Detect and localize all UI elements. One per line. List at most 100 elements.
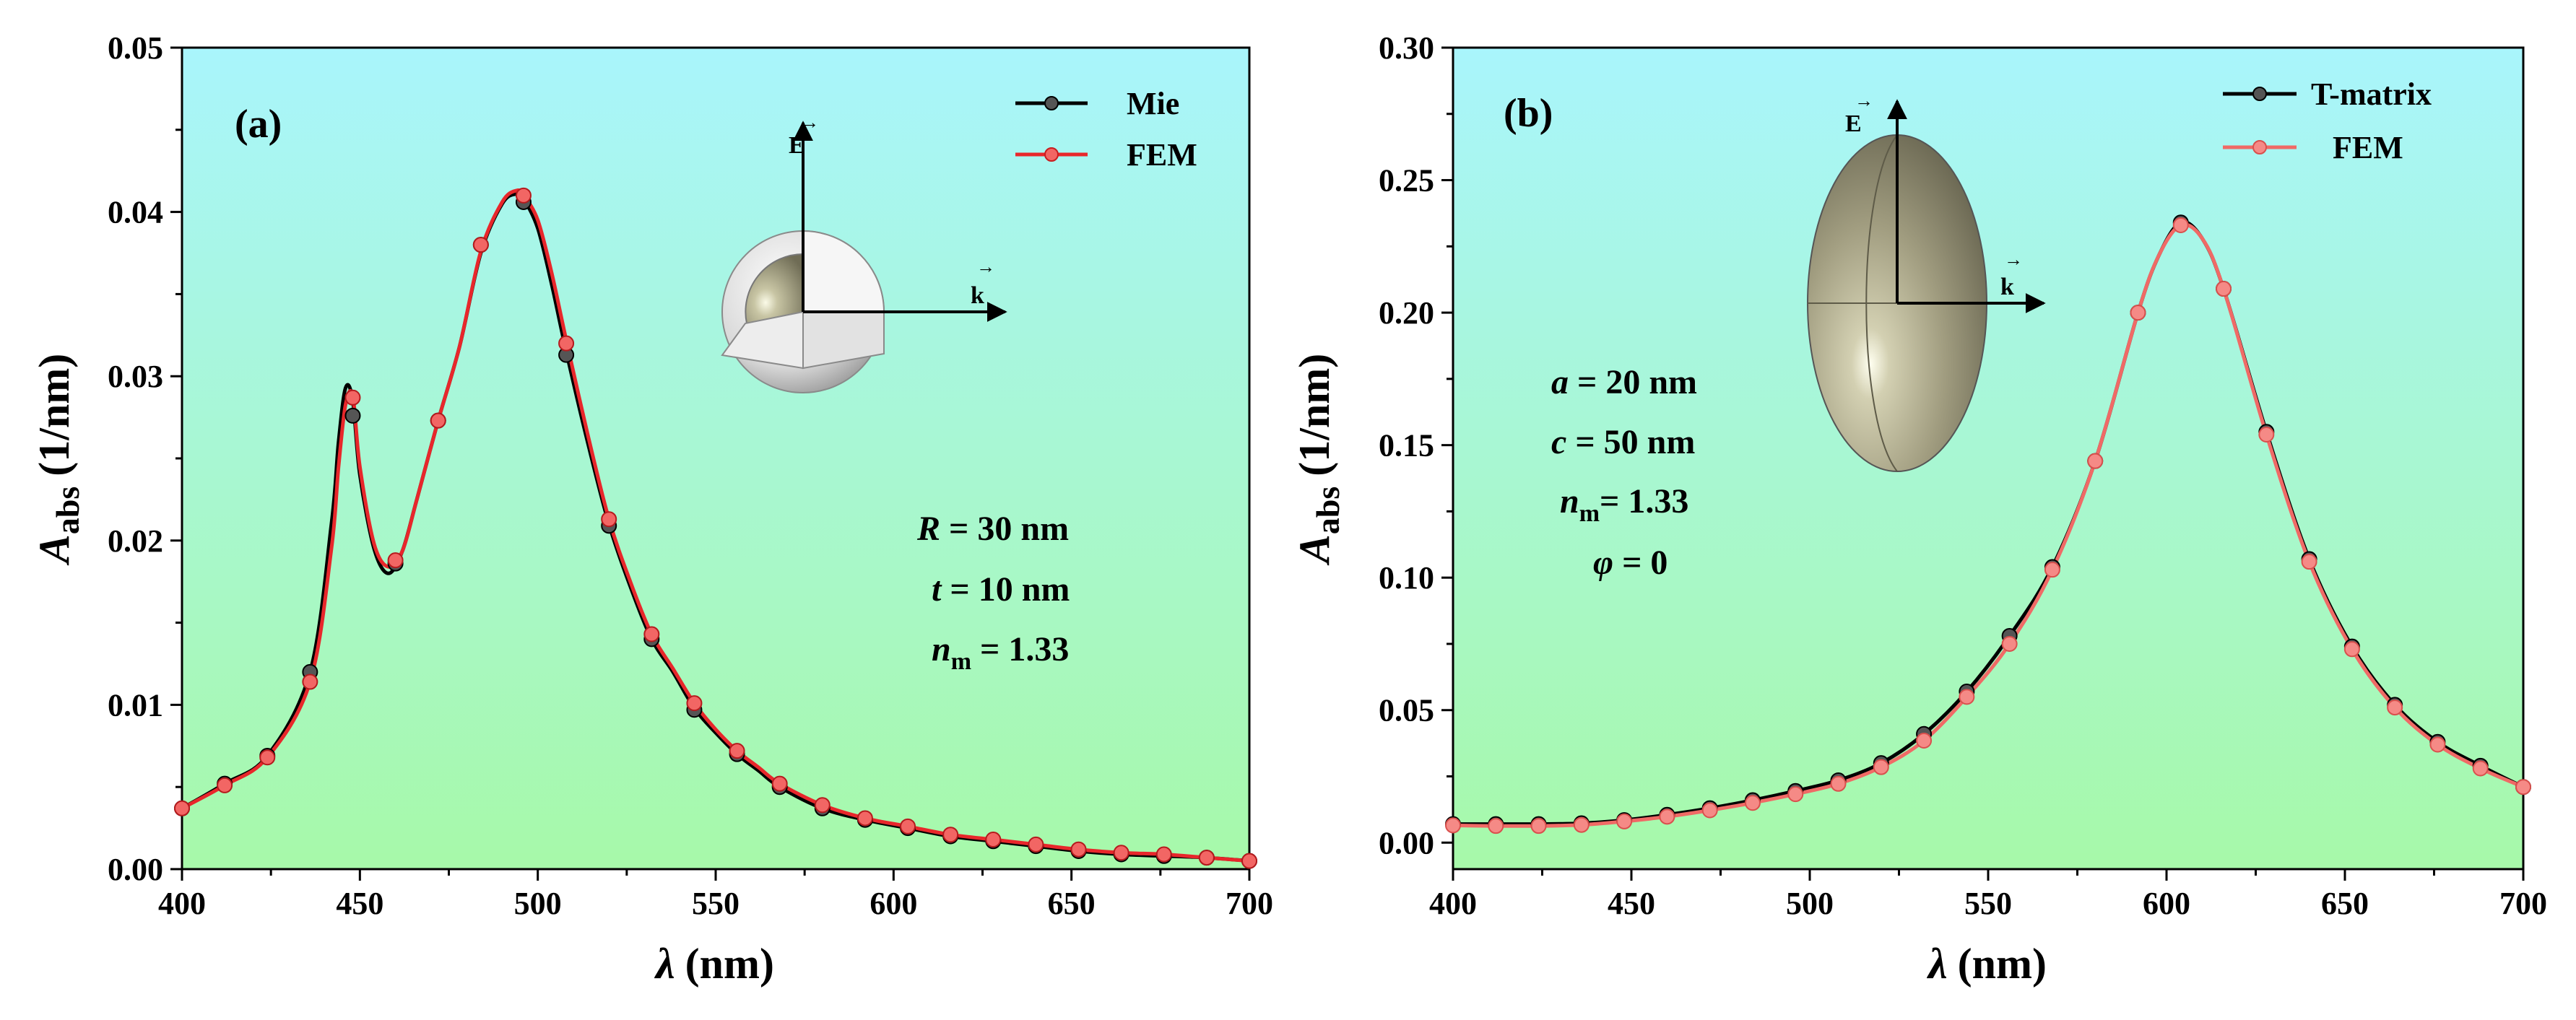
data-point-b-fem [1659,808,1675,825]
panel-a-axis-ticks: 400 450 500 550 600 650 700 0.00 0.01 0.02 0.03 0.0… [108,30,1273,921]
param-a-value: = 20 nm [1569,363,1697,401]
data-point-a-fem [472,237,489,253]
param-nm-b-value: = 1.33 [1600,482,1688,520]
data-point-b-fem [1787,786,1804,803]
data-point-a-fem [1070,841,1087,858]
data-point-b-fem [2044,562,2060,578]
data-point-a-fem [344,389,361,406]
core-shell-sphere-illustration: → E → k [721,112,1007,393]
svg-text:c = 50 nm: c = 50 nm [1551,423,1695,461]
data-point-a-fem [302,674,318,690]
data-point-a-fem [1241,853,1257,869]
param-t-var: t [932,570,942,609]
data-point-b-fem [2301,554,2317,570]
data-point-b-fem [2172,217,2189,233]
data-point-b-fem [2258,426,2275,443]
param-nm-value: = 1.33 [971,630,1069,668]
panel-b-label: (b) [1504,91,1553,136]
x-tick-label-b-600: 600 [2143,886,2190,921]
y-tick-label-b-3: 0.15 [1379,428,1434,463]
y-tick-label-b-6: 0.30 [1379,30,1434,66]
data-point-a-fem [387,552,404,569]
data-point-a-fem [814,797,831,814]
data-point-b-fem [2387,699,2403,716]
data-point-b-fem [2429,736,2446,753]
param-t-value: = 10 nm [941,570,1070,609]
legend-marker-tmatrix [2252,87,2267,101]
data-point-a-fem [729,743,745,759]
svg-text:→: → [800,112,819,133]
data-point-b-fem [1916,732,1933,749]
param-r-var: R [916,510,940,548]
spheroid-illustration: → E → k [1807,90,2046,472]
data-point-a-fem [857,810,873,827]
legend-label-tmatrix: T-matrix [2311,77,2432,112]
e-field-label-a: E [789,132,805,159]
panel-b-y-axis-title: Aabs(1/nm) [1291,354,1346,567]
k-vector-label-b: k [2000,274,2014,300]
panel-b: 400 450 500 550 600 650 700 0.00 0.05 0.10 0.15 0.2… [1291,30,2547,988]
svg-text:nm= 1.33: nm= 1.33 [1560,482,1688,527]
panel-b-axis-ticks: 400 450 500 550 600 650 700 0.00 0.05 0.10 0.15 0.2… [1379,30,2547,921]
data-point-a-fem [1028,836,1044,853]
data-point-b-fem [1616,813,1633,829]
data-point-a-fem [558,335,575,352]
data-point-b-fem [1701,802,1718,819]
data-point-a-fem [217,777,233,793]
data-point-a-fem [1113,845,1129,861]
svg-text:t = 10 nm: t = 10 nm [932,570,1070,609]
data-point-b-fem [1959,689,1975,705]
data-point-b-fem [1830,775,1847,792]
x-tick-label-a-500: 500 [514,886,562,921]
data-point-b-fem [1873,759,1889,775]
panel-a-label: (a) [235,102,282,147]
data-point-b-fem [1488,818,1504,834]
y-tick-label-b-5: 0.25 [1379,163,1434,199]
x-tick-label-a-400: 400 [158,886,206,921]
data-point-b-fem [1445,817,1461,834]
x-tick-label-b-700: 700 [2499,886,2547,921]
data-point-b-fem [2001,635,2018,652]
y-tick-label-a-1: 0.01 [108,687,163,723]
param-nm-b-sub: m [1579,500,1600,527]
y-tick-label-b-1: 0.05 [1379,693,1434,728]
data-point-b-fem [2130,305,2146,321]
data-point-a-fem [515,187,532,204]
data-point-a-fem [1155,846,1172,863]
data-point-b-fem [1573,816,1590,833]
legend-label-fem-a: FEM [1127,137,1197,173]
legend-marker-fem-a [1044,147,1059,162]
x-tick-label-a-700: 700 [1226,886,1273,921]
x-tick-label-a-600: 600 [869,886,917,921]
legend-marker-mie [1044,96,1059,110]
y-tick-label-b-0: 0.00 [1379,825,1434,860]
panel-a: 400 450 500 550 600 650 700 0.00 0.01 0.02 0.03 0.0… [30,30,1273,988]
y-tick-label-a-5: 0.05 [108,30,163,66]
y-tick-label-a-3: 0.03 [108,359,163,394]
x-tick-label-b-650: 650 [2321,886,2369,921]
panel-a-parameters: R = 30 nm t = 10 nm nm = 1.33 [916,510,1070,675]
svg-text:φ = 0: φ = 0 [1593,544,1668,582]
y-tick-label-b-4: 0.20 [1379,295,1434,331]
x-tick-label-a-550: 550 [692,886,740,921]
panel-a-y-axis-title: Aabs(1/nm) [30,354,86,567]
legend-marker-fem-b [2252,140,2267,154]
x-tick-label-b-550: 550 [1964,886,2012,921]
panel-b-series-layer [1445,214,2531,834]
data-point-b-fem [1530,818,1547,834]
param-nm-var: n [932,630,951,668]
param-phi-var: φ [1593,544,1613,582]
data-point-a-fem [259,749,276,766]
data-point-a-fem [985,832,1002,848]
param-phi-value: = 0 [1613,544,1668,582]
x-tick-label-a-650: 650 [1048,886,1096,921]
data-point-b-fem [2087,453,2104,469]
x-tick-label-b-450: 450 [1608,886,1655,921]
panel-a-series-layer [174,187,1257,869]
series-line-b-fem [1452,222,2524,828]
svg-text:a = 20 nm: a = 20 nm [1551,363,1697,401]
x-tick-label-b-400: 400 [1429,886,1477,921]
x-tick-label-b-500: 500 [1786,886,1834,921]
y-tick-label-a-2: 0.02 [108,523,163,559]
